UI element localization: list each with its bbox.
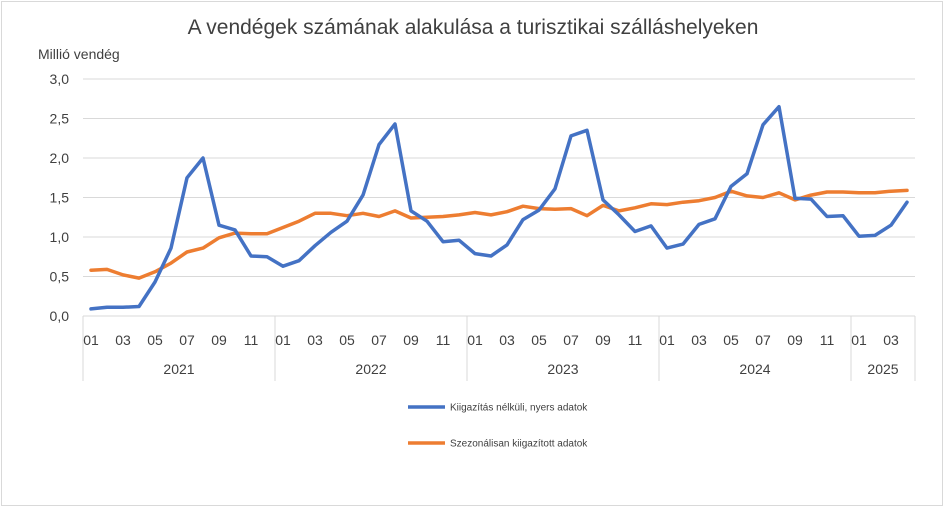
y-axis-label: Millió vendég	[38, 46, 120, 62]
y-tick-label: 2,5	[50, 111, 70, 127]
x-tick-label: 09	[595, 332, 611, 348]
x-tick-label: 07	[371, 332, 387, 348]
x-tick-label: 03	[499, 332, 515, 348]
x-tick-label: 11	[244, 332, 259, 348]
x-tick-label: 09	[211, 332, 227, 348]
x-year-label: 2022	[355, 361, 386, 377]
y-tick-label: 0,5	[50, 269, 70, 285]
x-tick-label: 09	[403, 332, 419, 348]
y-tick-label: 1,5	[50, 190, 70, 206]
y-axis-ticks: 0,0 0,5 1,0 1,5 2,0 2,5 3,0	[50, 71, 70, 324]
x-tick-label: 01	[275, 332, 291, 348]
legend-label: Szezonálisan kiigazított adatok	[450, 439, 588, 450]
legend-label: Kiigazítás nélküli, nyers adatok	[450, 403, 588, 414]
series-line-raw	[89, 104, 909, 311]
x-tick-label: 07	[755, 332, 771, 348]
y-tick-label: 0,0	[50, 308, 70, 324]
y-tick-label: 3,0	[50, 71, 70, 87]
legend: Kiigazítás nélküli, nyers adatok Szezonál…	[408, 403, 588, 450]
x-tick-label: 03	[307, 332, 323, 348]
y-tick-label: 2,0	[50, 150, 70, 166]
x-tick-label: 11	[436, 332, 451, 348]
y-tick-label: 1,0	[50, 229, 70, 245]
x-axis: 01 03 05 07 09 11 01 03 05 07 09 11 01 03 05 07 09 11 01 03…	[82, 316, 916, 381]
x-tick-label: 05	[339, 332, 355, 348]
x-tick-label: 05	[147, 332, 163, 348]
x-tick-label: 07	[179, 332, 195, 348]
x-tick-label: 01	[467, 332, 483, 348]
x-year-label: 2023	[547, 361, 578, 377]
series-lines	[89, 104, 909, 311]
x-tick-label: 01	[83, 332, 99, 348]
x-tick-label: 07	[563, 332, 579, 348]
x-year-label: 2024	[739, 361, 770, 377]
x-tick-label: 03	[115, 332, 131, 348]
x-tick-label: 09	[787, 332, 803, 348]
x-tick-label: 01	[851, 332, 867, 348]
x-tick-label: 11	[820, 332, 835, 348]
chart-title: A vendégek számának alakulása a turiszti…	[187, 16, 759, 39]
x-tick-label: 03	[883, 332, 899, 348]
x-year-label: 2021	[163, 361, 194, 377]
x-tick-label: 05	[531, 332, 547, 348]
x-year-label: 2025	[867, 361, 898, 377]
series-line-seasonally-adjusted	[89, 188, 909, 280]
x-tick-label: 01	[659, 332, 675, 348]
x-tick-label: 11	[628, 332, 643, 348]
x-tick-label: 05	[723, 332, 739, 348]
x-tick-label: 03	[691, 332, 707, 348]
